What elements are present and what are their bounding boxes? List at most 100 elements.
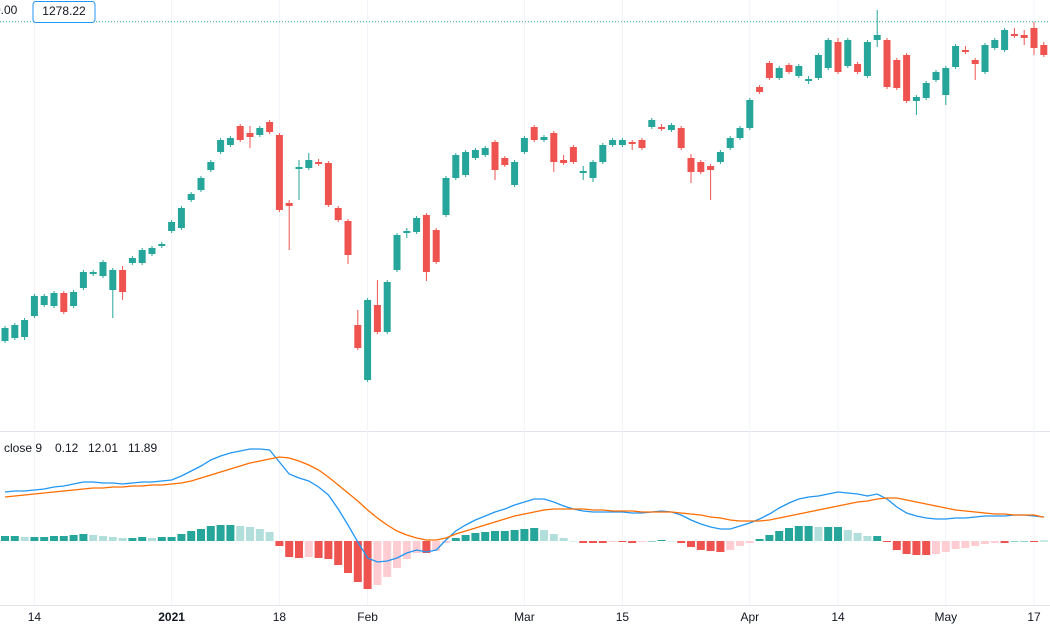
candle-body (344, 221, 352, 255)
histogram-bar (990, 541, 999, 543)
histogram-bar (383, 541, 392, 577)
candle-body (168, 222, 176, 231)
candle-body (30, 296, 38, 316)
legend-value: 0.12 (55, 441, 79, 455)
histogram-bar (843, 530, 852, 541)
candle-body (707, 166, 715, 170)
candle-body (266, 122, 274, 132)
histogram-bar (598, 541, 607, 543)
histogram-bar (79, 534, 88, 541)
histogram-bar (971, 541, 980, 546)
histogram-bar (373, 541, 382, 585)
x-tick-label: Mar (514, 610, 535, 624)
histogram-bar (608, 541, 617, 542)
histogram-bar (824, 527, 833, 541)
histogram-bar (30, 537, 39, 541)
histogram-bar (745, 541, 754, 543)
candle-body (128, 258, 136, 263)
histogram-bar (275, 541, 284, 546)
histogram-bar (197, 529, 205, 541)
candle-body (197, 178, 205, 190)
candle-body (648, 120, 656, 127)
candle-body (275, 135, 283, 210)
candle-body (246, 133, 254, 137)
histogram-bar (932, 541, 940, 554)
histogram-bar (481, 532, 490, 541)
histogram-bar (736, 541, 744, 546)
candle-body (99, 262, 107, 276)
candle-body (177, 208, 185, 228)
histogram-bar (1, 536, 9, 541)
candle-body (383, 282, 391, 332)
candle-body (70, 292, 78, 306)
legend-title: close 9 (4, 441, 42, 455)
x-tick-label: 14 (28, 610, 42, 624)
candle-body (609, 140, 617, 145)
candle-body (40, 296, 48, 305)
histogram-bar (775, 531, 784, 541)
candle-body (765, 63, 773, 78)
axis-label: 0.00 (0, 3, 18, 17)
histogram-bar (500, 531, 509, 541)
histogram-bar (510, 530, 519, 541)
candle-body (501, 158, 509, 165)
histogram-bar (706, 541, 715, 551)
histogram-bar (785, 528, 793, 541)
candle-body (844, 40, 852, 66)
histogram-bar (716, 541, 725, 552)
histogram-bar (657, 540, 666, 541)
histogram-bar (138, 537, 147, 541)
candle-body (1040, 45, 1048, 55)
macd-line (4, 448, 1044, 563)
signal-line (4, 456, 1044, 541)
histogram-bar (569, 541, 578, 542)
candle-body (687, 158, 695, 172)
histogram-bar (520, 529, 529, 541)
histogram-bar (491, 531, 499, 541)
x-tick-label: 14 (831, 610, 845, 624)
candle-body (60, 293, 68, 312)
histogram-bar (579, 541, 588, 543)
histogram-bar (549, 534, 558, 541)
candle-body (1020, 35, 1028, 38)
histogram-bar (471, 533, 480, 541)
histogram-bar (951, 541, 960, 549)
histogram-bar (167, 537, 176, 541)
candle-body (217, 140, 225, 152)
histogram-bar (314, 541, 323, 558)
candle-body (971, 60, 979, 64)
candle-body (187, 194, 195, 200)
candle-body (932, 72, 940, 80)
histogram-bar (334, 541, 343, 565)
candle-body (922, 83, 930, 98)
candle-body (726, 138, 734, 148)
x-tick-label: May (934, 610, 957, 624)
histogram-bar (638, 541, 646, 542)
candle-body (628, 142, 636, 144)
candle-body (1030, 28, 1038, 48)
histogram-bar (246, 527, 254, 541)
candle-body (285, 203, 293, 206)
candle-body (481, 148, 489, 155)
candle-body (413, 218, 421, 232)
candle-body (324, 163, 332, 205)
histogram-bar (304, 541, 313, 557)
candle-body (354, 325, 362, 348)
candle-body (148, 248, 156, 254)
histogram-bar (1030, 541, 1038, 542)
candle-body (89, 272, 97, 274)
histogram-bar (1020, 541, 1029, 542)
histogram-bar (412, 541, 421, 553)
candle-body (903, 55, 911, 101)
candle-body (736, 128, 744, 138)
histogram-bar (148, 538, 156, 541)
candle-body (746, 100, 754, 128)
histogram-bar (187, 531, 196, 541)
histogram-bar (794, 526, 803, 541)
histogram-bar (853, 533, 862, 541)
histogram-bar (324, 541, 333, 559)
candle-body (158, 244, 166, 246)
candle-body (638, 140, 646, 148)
